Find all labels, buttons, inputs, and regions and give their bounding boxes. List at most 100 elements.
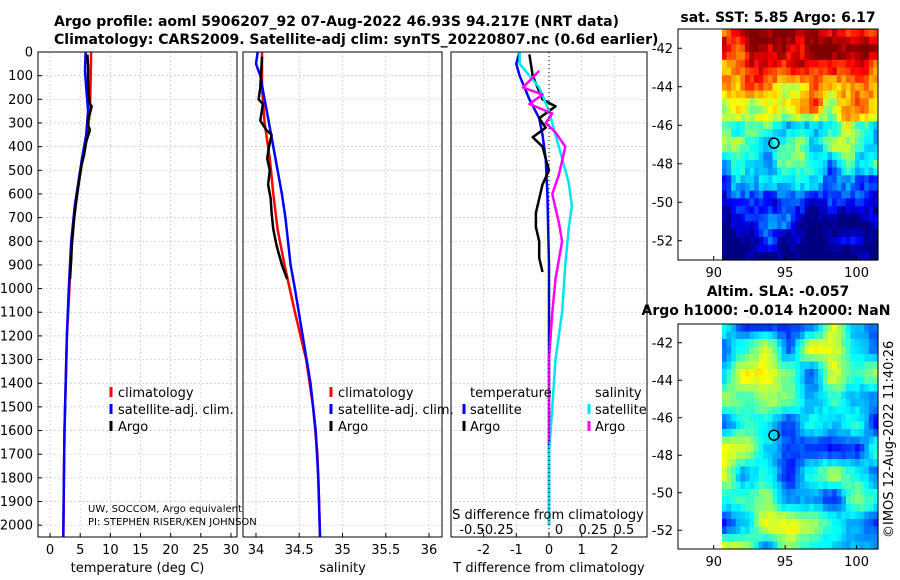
sla-map-cell: [781, 511, 787, 520]
sla-map-cell: [735, 406, 741, 415]
sla-map-cell: [804, 444, 810, 453]
sla-map-cell: [790, 429, 797, 438]
sla-map-cell: [855, 451, 861, 460]
sla-map-cell: [754, 384, 760, 393]
sst-map-cell: [772, 159, 778, 169]
sla-map-cell: [767, 354, 774, 363]
sla-map-cell: [767, 436, 774, 445]
sla-map-cell: [754, 421, 760, 430]
sst-map-cell: [758, 98, 764, 107]
sst-map-cell: [813, 159, 819, 169]
sla-map-cell: [873, 414, 879, 423]
sla-map-cell: [786, 346, 792, 355]
salinity-xtick-label: 35.5: [371, 543, 400, 558]
sla-map-cell: [864, 399, 870, 408]
sst-map-cell: [740, 213, 746, 223]
sla-map-cell: [827, 459, 833, 468]
sst-map-cell: [740, 198, 746, 207]
sla-map-cell: [818, 429, 824, 438]
sst-map-cell: [754, 106, 760, 115]
sla-map-cell: [731, 489, 737, 498]
sst-map-cell: [800, 236, 806, 246]
sst-map-cell: [786, 213, 792, 223]
sla-map-cell: [767, 384, 774, 393]
sla-map-cell: [818, 504, 824, 513]
sst-map-cell: [868, 75, 875, 84]
sla-map-cell: [740, 346, 746, 355]
sst-map-cell: [726, 252, 732, 261]
sst-map-cell: [754, 252, 760, 261]
sst-map-cell: [850, 36, 856, 45]
sst-map-cell: [726, 221, 732, 230]
sst-map-cell: [726, 167, 732, 176]
sla-map-cell: [763, 361, 769, 370]
sla-map-cell: [735, 414, 741, 423]
sst-map-cell: [850, 167, 856, 176]
sla-map-cell: [855, 466, 861, 475]
sla-map-cell: [822, 466, 829, 475]
sla-map-cell: [809, 459, 815, 468]
sla-map-cell: [836, 414, 842, 423]
sst-map-cell: [832, 98, 838, 107]
temperature-xtick-label: 0: [46, 543, 54, 558]
sla-map-frame: [677, 323, 879, 550]
sla-map-cell: [822, 429, 829, 438]
sla-map-cell: [731, 369, 737, 378]
sla-map-cell: [722, 436, 728, 445]
sst-map-cell: [804, 36, 810, 45]
sla-map-cell: [868, 496, 875, 505]
sst-map-cell: [809, 159, 815, 169]
sla-map-cell: [781, 534, 787, 543]
sst-map-cell: [790, 190, 797, 199]
sla-map-cell: [850, 369, 856, 378]
sla-map-cell: [763, 474, 769, 483]
sla-map-cell: [841, 526, 847, 535]
sst-map-cell: [855, 29, 861, 38]
sla-map-cell: [836, 541, 842, 550]
sla-map-cell: [841, 504, 847, 513]
sla-map-cell: [868, 444, 875, 453]
sla-map-cell: [740, 481, 746, 490]
sla-map-cell: [864, 489, 870, 498]
sla-map-cell: [735, 339, 741, 348]
sla-map-cell: [767, 399, 774, 408]
sst-map-cell: [726, 229, 732, 238]
sla-map-cell: [795, 474, 801, 483]
sst-map-cell: [767, 90, 774, 99]
sla-map-cell: [804, 519, 810, 528]
sla-map-cell: [735, 331, 741, 340]
sla-map-cell: [790, 391, 797, 400]
sst-map-cell: [873, 183, 879, 192]
sst-map-cell: [832, 167, 838, 176]
sst-map-cell: [864, 44, 870, 53]
sla-map-cell: [781, 406, 787, 415]
sst-map-cell: [809, 152, 815, 161]
timestamp-label: ©IMOS 12-Aug-2022 11:40:26: [882, 341, 897, 538]
sla-map-cell: [726, 406, 732, 415]
sst-map-cell: [790, 29, 797, 38]
sst-map-cell: [722, 29, 728, 38]
sst-map-cell: [845, 213, 852, 223]
sla-map-cell: [726, 474, 732, 483]
sst-map-cell: [786, 29, 792, 38]
sla-map-cell: [763, 346, 769, 355]
sst-map-cell: [758, 221, 764, 230]
sst-map-cell: [790, 175, 797, 184]
sst-map-cell: [767, 129, 774, 138]
sst-map-cell: [749, 75, 755, 84]
sst-map-cell: [767, 221, 774, 230]
sst-map-cell: [873, 82, 879, 92]
sst-map-cell: [841, 252, 847, 261]
sst-map-cell: [804, 98, 810, 107]
depth-tick-label: 1000: [0, 282, 33, 297]
sst-map-cell: [813, 144, 819, 153]
sst-map-cell: [873, 236, 879, 246]
sla-map-cell: [722, 346, 728, 355]
sla-map-cell: [795, 526, 801, 535]
sla-map-cell: [749, 451, 755, 460]
sst-map-ytick-label: -48: [652, 157, 673, 172]
depth-tick-label: 1900: [0, 495, 33, 510]
sla-map-cell: [731, 459, 737, 468]
sla-map-cell: [740, 444, 746, 453]
sla-map-cell: [731, 444, 737, 453]
